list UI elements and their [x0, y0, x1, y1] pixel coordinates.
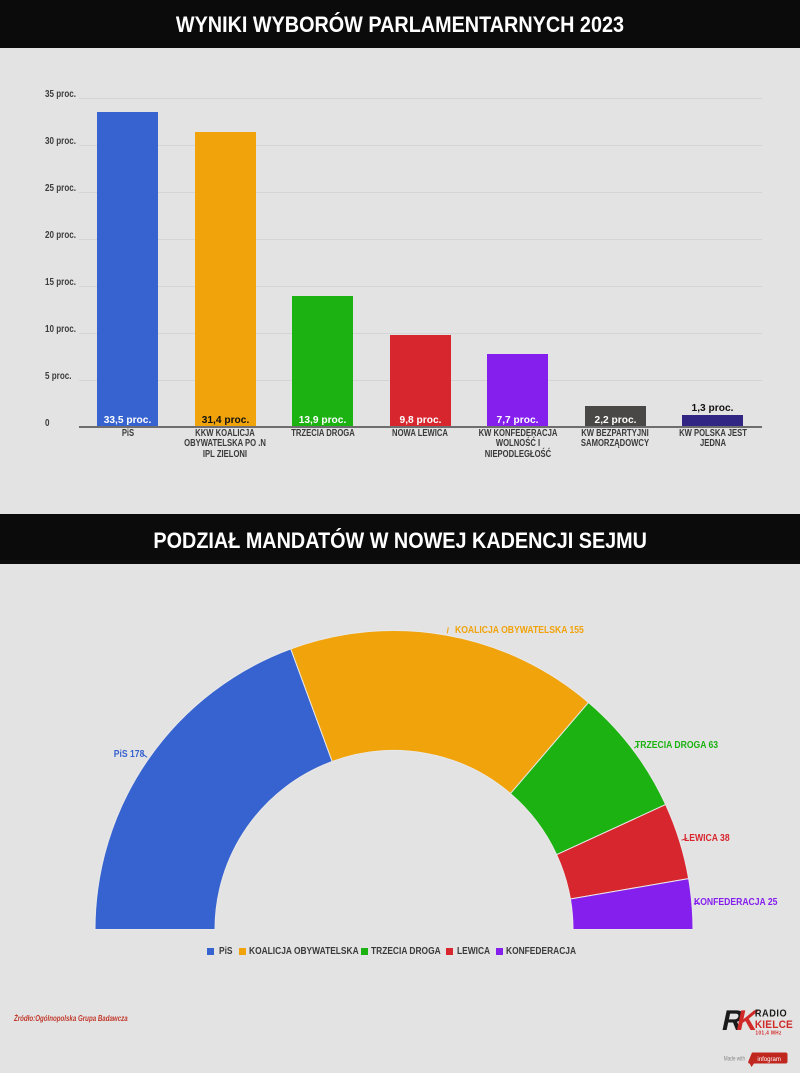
- svg-text:KIELCE: KIELCE: [755, 1018, 793, 1030]
- svg-text:RADIO: RADIO: [755, 1008, 787, 1019]
- svg-text:101,4 MHz: 101,4 MHz: [755, 1030, 781, 1036]
- svg-text:infogram: infogram: [757, 1056, 780, 1063]
- svg-text:Made with: Made with: [724, 1056, 745, 1063]
